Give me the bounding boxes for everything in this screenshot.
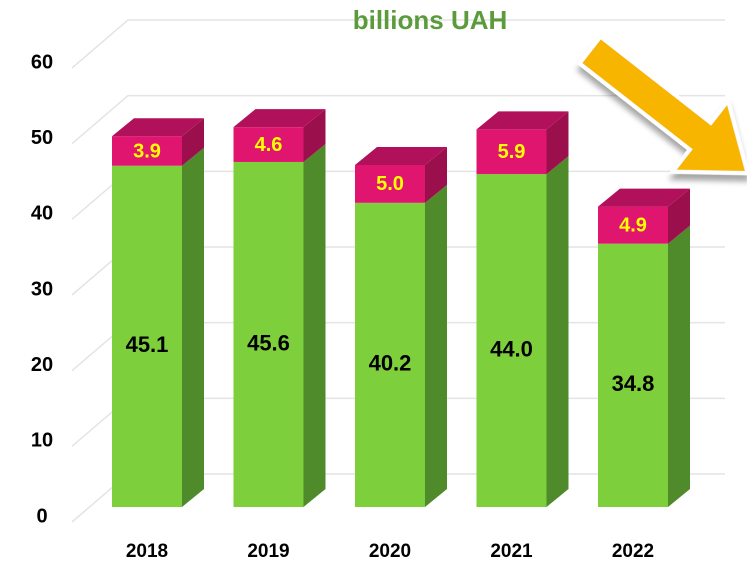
bar [112,165,182,507]
bar-top [476,111,569,130]
bar [598,243,668,507]
bar-side [303,143,326,507]
x-tick-label: 2019 [247,541,289,562]
bar-side [546,156,569,508]
bar-side [668,225,690,507]
data-label: 5.0 [376,173,404,195]
bar-side [182,118,204,166]
grid-line [71,94,725,145]
data-label: 40.2 [369,351,412,376]
bar [355,164,425,203]
bar [598,206,668,244]
bar [355,202,425,507]
y-tick-label: 0 [36,505,47,527]
y-tick-label: 60 [31,51,53,73]
bar [112,136,182,166]
bar-side [668,188,690,244]
bar-side [546,111,569,175]
data-label: 45.6 [247,330,290,355]
y-tick-label: 50 [31,127,53,149]
bar-top [112,118,204,137]
data-label: 4.9 [619,214,647,236]
grid-line [71,19,725,69]
bar-side [182,147,204,507]
y-tick-label: 20 [31,354,53,376]
data-label: 34.8 [612,371,655,396]
bar [233,127,304,162]
y-tick-label: 10 [31,430,53,452]
data-label: 45.1 [126,332,169,357]
x-tick-label: 2018 [126,541,168,562]
bar [476,129,547,175]
y-tick-label: 40 [31,203,53,225]
bar-top [355,146,447,165]
bar-side [303,109,326,162]
data-label: 4.6 [255,134,283,156]
bar [233,161,304,507]
bar-top [598,188,690,207]
bar-top [233,109,326,128]
y-tick-label: 30 [31,278,53,300]
arrow-decoration [576,33,747,176]
data-label: 44.0 [490,336,533,361]
data-label: 5.9 [498,141,526,163]
x-tick-label: 2021 [490,541,533,562]
bar-side [425,184,447,507]
data-label: 3.9 [133,140,161,162]
x-tick-label: 2020 [369,541,411,562]
x-tick-label: 2022 [612,541,654,562]
bar [476,174,547,508]
bar-side [425,146,447,203]
chart-title: billions UAH [353,5,508,35]
